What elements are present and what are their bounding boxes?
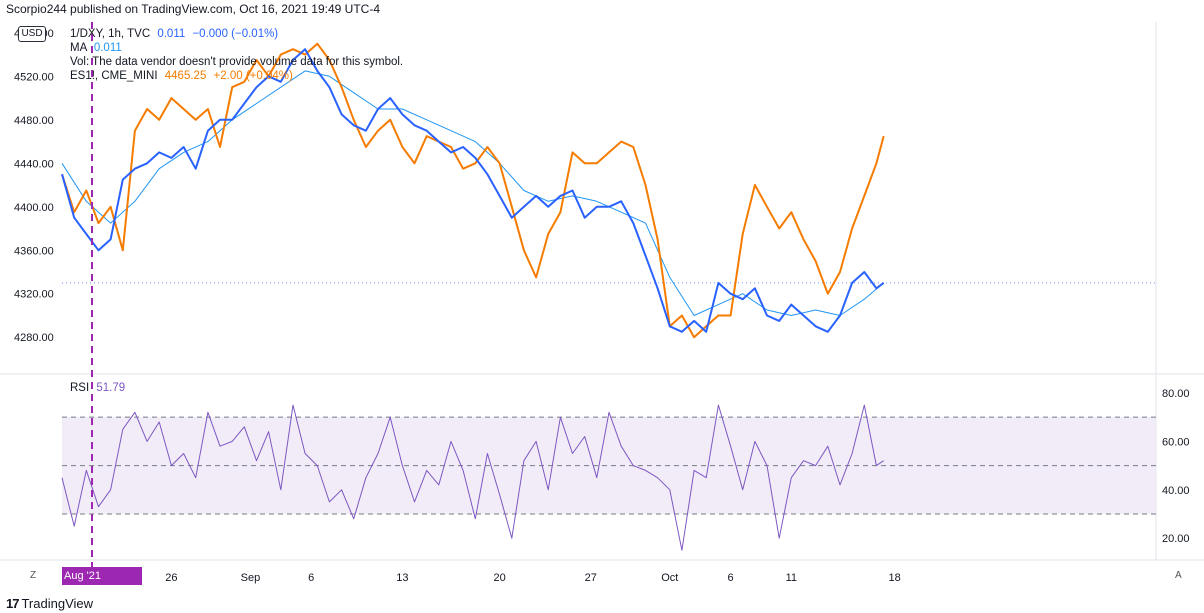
price-axis-label: 4480.00 bbox=[14, 115, 54, 127]
legend-vol: Vol: The data vendor doesn't provide vol… bbox=[70, 56, 404, 68]
zoom-reset-button[interactable]: Z bbox=[30, 570, 37, 581]
es-line bbox=[61, 42, 885, 339]
time-axis-label: 6 bbox=[308, 572, 314, 584]
legend-es-label: ES1!, CME_MINI bbox=[70, 70, 158, 82]
rsi-axis-label: 80.00 bbox=[1162, 388, 1190, 400]
legend-dxy-change: −0.000 (−0.01%) bbox=[192, 28, 279, 40]
legend-rsi: RSI 51.79 bbox=[70, 382, 125, 394]
price-axis-label: 4400.00 bbox=[14, 202, 54, 214]
rsi-axis-label: 60.00 bbox=[1162, 436, 1190, 448]
legend-es-value: 4465.25 bbox=[164, 70, 207, 82]
price-axis-label: 4520.00 bbox=[14, 71, 54, 83]
price-axis-label: 4360.00 bbox=[14, 245, 54, 257]
legend-ma-label: MA bbox=[70, 42, 87, 54]
price-axis-label: 4280.00 bbox=[14, 332, 54, 344]
rsi-axis-label: 40.00 bbox=[1162, 485, 1190, 497]
currency-badge[interactable]: USD bbox=[18, 26, 46, 42]
rsi-line bbox=[61, 404, 884, 551]
brand-name: TradingView bbox=[21, 596, 94, 611]
time-axis-label: 20 bbox=[493, 572, 505, 584]
auto-scale-button[interactable]: A bbox=[1175, 570, 1182, 581]
tradingview-logo-icon: 17 bbox=[6, 596, 20, 611]
cursor-date: Aug '21 bbox=[64, 570, 101, 582]
dxy-line bbox=[61, 48, 885, 333]
time-axis-label: 11 bbox=[786, 572, 797, 584]
time-axis-label: 26 bbox=[165, 572, 177, 584]
cursor-time-badge: Aug '21 16:00 bbox=[62, 567, 142, 600]
ma-line bbox=[61, 70, 885, 316]
legend-rsi-label: RSI bbox=[70, 382, 90, 394]
legend-dxy: 1/DXY, 1h, TVC 0.011 −0.000 (−0.01%) bbox=[70, 28, 403, 40]
time-axis-label: Oct bbox=[661, 572, 678, 584]
time-axis-label: 27 bbox=[585, 572, 597, 584]
legend-ma: MA 0.011 bbox=[70, 42, 403, 54]
legend-ma-value: 0.011 bbox=[93, 42, 122, 54]
time-axis-label: 13 bbox=[396, 572, 408, 584]
legend-es-change: +2.00 (+0.04%) bbox=[213, 70, 293, 82]
legend-dxy-label: 1/DXY, 1h, TVC bbox=[70, 28, 151, 40]
time-axis-label: Sep bbox=[241, 572, 261, 584]
cursor-time: 16:00 bbox=[74, 588, 102, 600]
legend-dxy-value: 0.011 bbox=[157, 28, 186, 40]
price-axis-label: 4440.00 bbox=[14, 158, 54, 170]
publish-header: Scorpio244 published on TradingView.com,… bbox=[6, 2, 381, 16]
brand: 17 TradingView bbox=[6, 596, 93, 611]
time-axis-label: 18 bbox=[889, 572, 901, 584]
legend: 1/DXY, 1h, TVC 0.011 −0.000 (−0.01%) MA … bbox=[70, 28, 403, 82]
time-axis-label: 6 bbox=[727, 572, 733, 584]
legend-es: ES1!, CME_MINI 4465.25 +2.00 (+0.04%) bbox=[70, 70, 403, 82]
rsi-axis-label: 20.00 bbox=[1162, 533, 1190, 545]
legend-rsi-value: 51.79 bbox=[96, 382, 126, 394]
price-axis-label: 4320.00 bbox=[14, 289, 54, 301]
